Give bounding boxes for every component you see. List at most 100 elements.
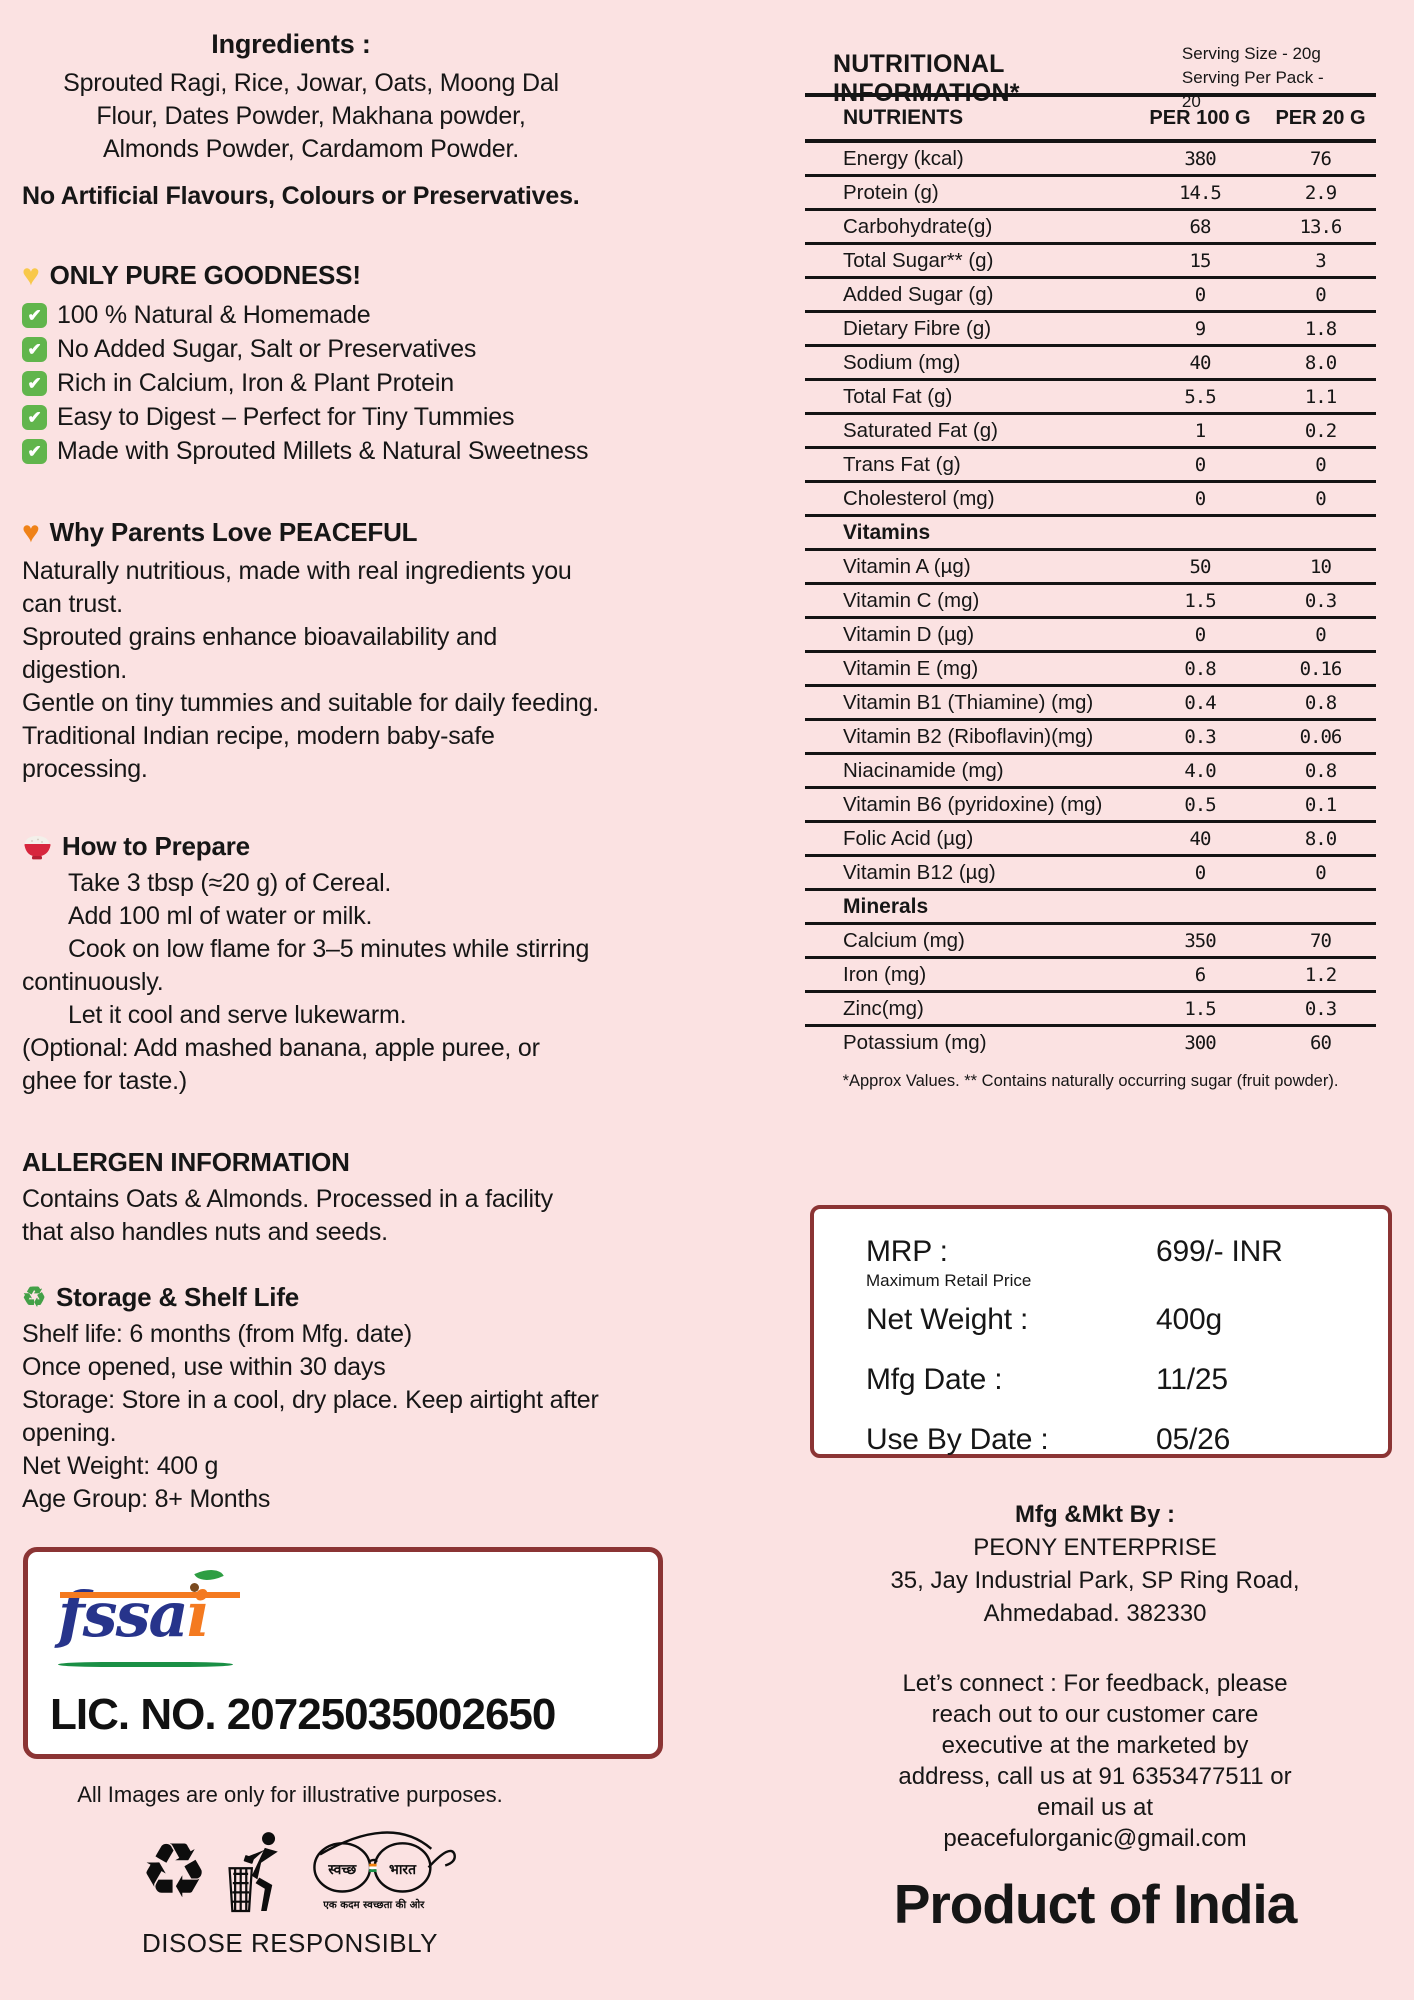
nutrient-name: Vitamin C (mg) xyxy=(843,588,980,612)
manufacturer-block: Mfg &Mkt By : PEONY ENTERPRISE 35, Jay I… xyxy=(805,1498,1385,1630)
rice-bowl-icon xyxy=(24,835,51,859)
manufacturer-name: PEONY ENTERPRISE xyxy=(973,1534,1217,1561)
tidyman-icon xyxy=(228,1832,278,1913)
table-row: Protein (g) 14.5 2.9 xyxy=(805,177,1376,211)
table-row: Sodium (mg) 40 8.0 xyxy=(805,347,1376,381)
storage-line: Storage: Store in a cool, dry place. Kee… xyxy=(22,1386,599,1447)
value-per-20g: 0 xyxy=(1315,453,1326,476)
nutrient-name: Total Fat (g) xyxy=(843,384,953,408)
orange-heart-icon: ♥ xyxy=(22,515,40,549)
nutrient-name: Vitamin B1 (Thiamine) (mg) xyxy=(843,690,1094,714)
preparation-step: Let it cool and serve lukewarm. xyxy=(68,1001,407,1029)
table-row: Potassium (mg) 300 60 xyxy=(805,1027,1376,1058)
checklist-item: ✔ Made with Sprouted Millets & Natural Sw… xyxy=(22,434,600,468)
disposal-icons-row: ♻ स्वच्छ भारत xyxy=(140,1822,460,1922)
nutrient-name: Trans Fat (g) xyxy=(843,452,961,476)
use-by-date-row: Use By Date : 05/26 xyxy=(866,1423,1388,1457)
storage-line: Shelf life: 6 months (from Mfg. date) xyxy=(22,1320,412,1348)
table-row: Niacinamide (mg) 4.0 0.8 xyxy=(805,755,1376,789)
left-column: Ingredients : Sprouted Ragi, Rice, Jowar… xyxy=(22,28,600,1516)
storage-line: Once opened, use within 30 days xyxy=(22,1353,386,1381)
product-of-india: Product of India xyxy=(893,1873,1298,1935)
serving-size: Serving Size - 20g xyxy=(1181,44,1321,63)
table-row: Folic Acid (µg) 40 8.0 xyxy=(805,823,1376,857)
why-title: Why Parents Love PEACEFUL xyxy=(49,517,418,547)
value-per-100g: 1.5 xyxy=(1184,997,1216,1020)
value-per-20g: 76 xyxy=(1310,147,1332,170)
value-per-20g: 8.0 xyxy=(1304,827,1337,850)
net-weight-label: Net Weight : xyxy=(866,1303,1029,1336)
illustrative-disclaimer: All Images are only for illustrative pur… xyxy=(77,1782,503,1807)
value-per-100g: 0.8 xyxy=(1184,657,1216,680)
manufacturer-address-1: 35, Jay Industrial Park, SP Ring Road, xyxy=(890,1567,1300,1594)
mfg-date-value: 11/25 xyxy=(1156,1363,1228,1396)
checklist-item: ✔ Easy to Digest – Perfect for Tiny Tummi… xyxy=(22,400,600,434)
swachh-bharat-logo: स्वच्छ भारत एक कदम स्वच्छता की ओर xyxy=(313,1830,456,1911)
allergen-text: Contains Oats & Almonds. Processed in a … xyxy=(22,1185,553,1246)
checklist-item-label: Rich in Calcium, Iron & Plant Protein xyxy=(57,368,454,397)
checklist-item: ✔ 100 % Natural & Homemade xyxy=(22,298,600,332)
price-box: MRP : 699/- INR Maximum Retail Price Net… xyxy=(810,1205,1392,1458)
fssai-orange-bar xyxy=(60,1592,240,1598)
nutrition-table: NUTRIENTS PER 100 G PER 20 G Energy (kca… xyxy=(805,93,1376,1058)
value-per-100g: 300 xyxy=(1184,1031,1216,1054)
how-title: How to Prepare xyxy=(62,831,250,861)
mfg-date-row: Mfg Date : 11/25 xyxy=(866,1363,1388,1397)
checklist-item: ✔ No Added Sugar, Salt or Preservatives xyxy=(22,332,600,366)
manufacturer-address-2: Ahmedabad. 382330 xyxy=(983,1600,1207,1627)
why-line: Gentle on tiny tummies and suitable for … xyxy=(22,689,600,717)
nutrient-name: Vitamins xyxy=(843,520,931,544)
value-per-100g: 0 xyxy=(1194,623,1206,646)
table-row: Vitamin A (µg) 50 10 xyxy=(805,551,1376,585)
preparation-step: Cook on low flame for 3–5 minutes while … xyxy=(22,935,590,996)
value-per-100g: 40 xyxy=(1189,351,1212,374)
value-per-100g: 0 xyxy=(1194,453,1206,476)
table-row: Calcium (mg) 350 70 xyxy=(805,925,1376,959)
value-per-20g: 0.8 xyxy=(1304,691,1337,714)
col-header-nutrients: NUTRIENTS xyxy=(843,106,964,129)
table-row: Added Sugar (g) 0 0 xyxy=(805,279,1376,313)
table-row: Trans Fat (g) 0 0 xyxy=(805,449,1376,483)
nutrient-name: Iron (mg) xyxy=(843,962,927,986)
no-artificial-claim: No Artificial Flavours, Colours or Prese… xyxy=(22,182,580,210)
table-row: Dietary Fibre (g) 9 1.8 xyxy=(805,313,1376,347)
nutrient-name: Niacinamide (mg) xyxy=(843,758,1004,782)
goodness-title: ONLY PURE GOODNESS! xyxy=(49,260,361,290)
how-heading: How to Prepare xyxy=(22,830,600,863)
value-per-100g: 0.3 xyxy=(1184,725,1216,748)
why-heading: ♥ Why Parents Love PEACEFUL xyxy=(22,516,600,549)
nutrient-name: Vitamin B12 (µg) xyxy=(843,860,996,884)
value-per-20g: 0.16 xyxy=(1299,657,1343,680)
value-per-20g: 1.8 xyxy=(1304,317,1337,340)
value-per-20g: 60 xyxy=(1310,1031,1332,1054)
value-per-20g: 1.1 xyxy=(1304,385,1337,408)
table-row: Cholesterol (mg) 0 0 xyxy=(805,483,1376,517)
nutrient-name: Total Sugar** (g) xyxy=(843,248,994,272)
value-per-20g: 2.9 xyxy=(1304,181,1337,204)
mfg-date-label: Mfg Date : xyxy=(866,1363,1003,1396)
nutrition-header: NUTRITIONAL INFORMATION* Serving Size - … xyxy=(805,42,1376,114)
value-per-20g: 1.2 xyxy=(1304,963,1337,986)
table-section-row: Minerals xyxy=(805,891,1376,925)
ingredients-text: Sprouted Ragi, Rice, Jowar, Oats, Moong … xyxy=(63,69,559,163)
benefits-checklist: ✔ 100 % Natural & Homemade ✔ No Added Sugar… xyxy=(22,298,600,468)
checklist-item-label: Made with Sprouted Millets & Natural Swe… xyxy=(57,436,589,465)
value-per-20g: 0.2 xyxy=(1304,419,1337,442)
value-per-20g: 0 xyxy=(1315,861,1326,884)
checklist-item: ✔ Rich in Calcium, Iron & Plant Protein xyxy=(22,366,600,400)
value-per-20g: 8.0 xyxy=(1304,351,1337,374)
value-per-100g: 9 xyxy=(1194,317,1206,340)
nutrient-name: Vitamin D (µg) xyxy=(843,622,975,646)
nutrient-name: Potassium (mg) xyxy=(843,1030,987,1054)
value-per-100g: 15 xyxy=(1189,249,1212,272)
value-per-100g: 0.4 xyxy=(1184,691,1216,714)
allergen-title: ALLERGEN INFORMATION xyxy=(22,1147,350,1177)
value-per-100g: 5.5 xyxy=(1184,385,1216,408)
ingredients-title: Ingredients : xyxy=(211,29,371,59)
why-line: Naturally nutritious, made with real ing… xyxy=(22,557,572,618)
nutrition-table-header: NUTRIENTS PER 100 G PER 20 G xyxy=(805,97,1376,143)
value-per-20g: 10 xyxy=(1310,555,1332,578)
col-header-per100: PER 100 G xyxy=(1149,106,1251,129)
checklist-item-label: 100 % Natural & Homemade xyxy=(57,300,371,329)
